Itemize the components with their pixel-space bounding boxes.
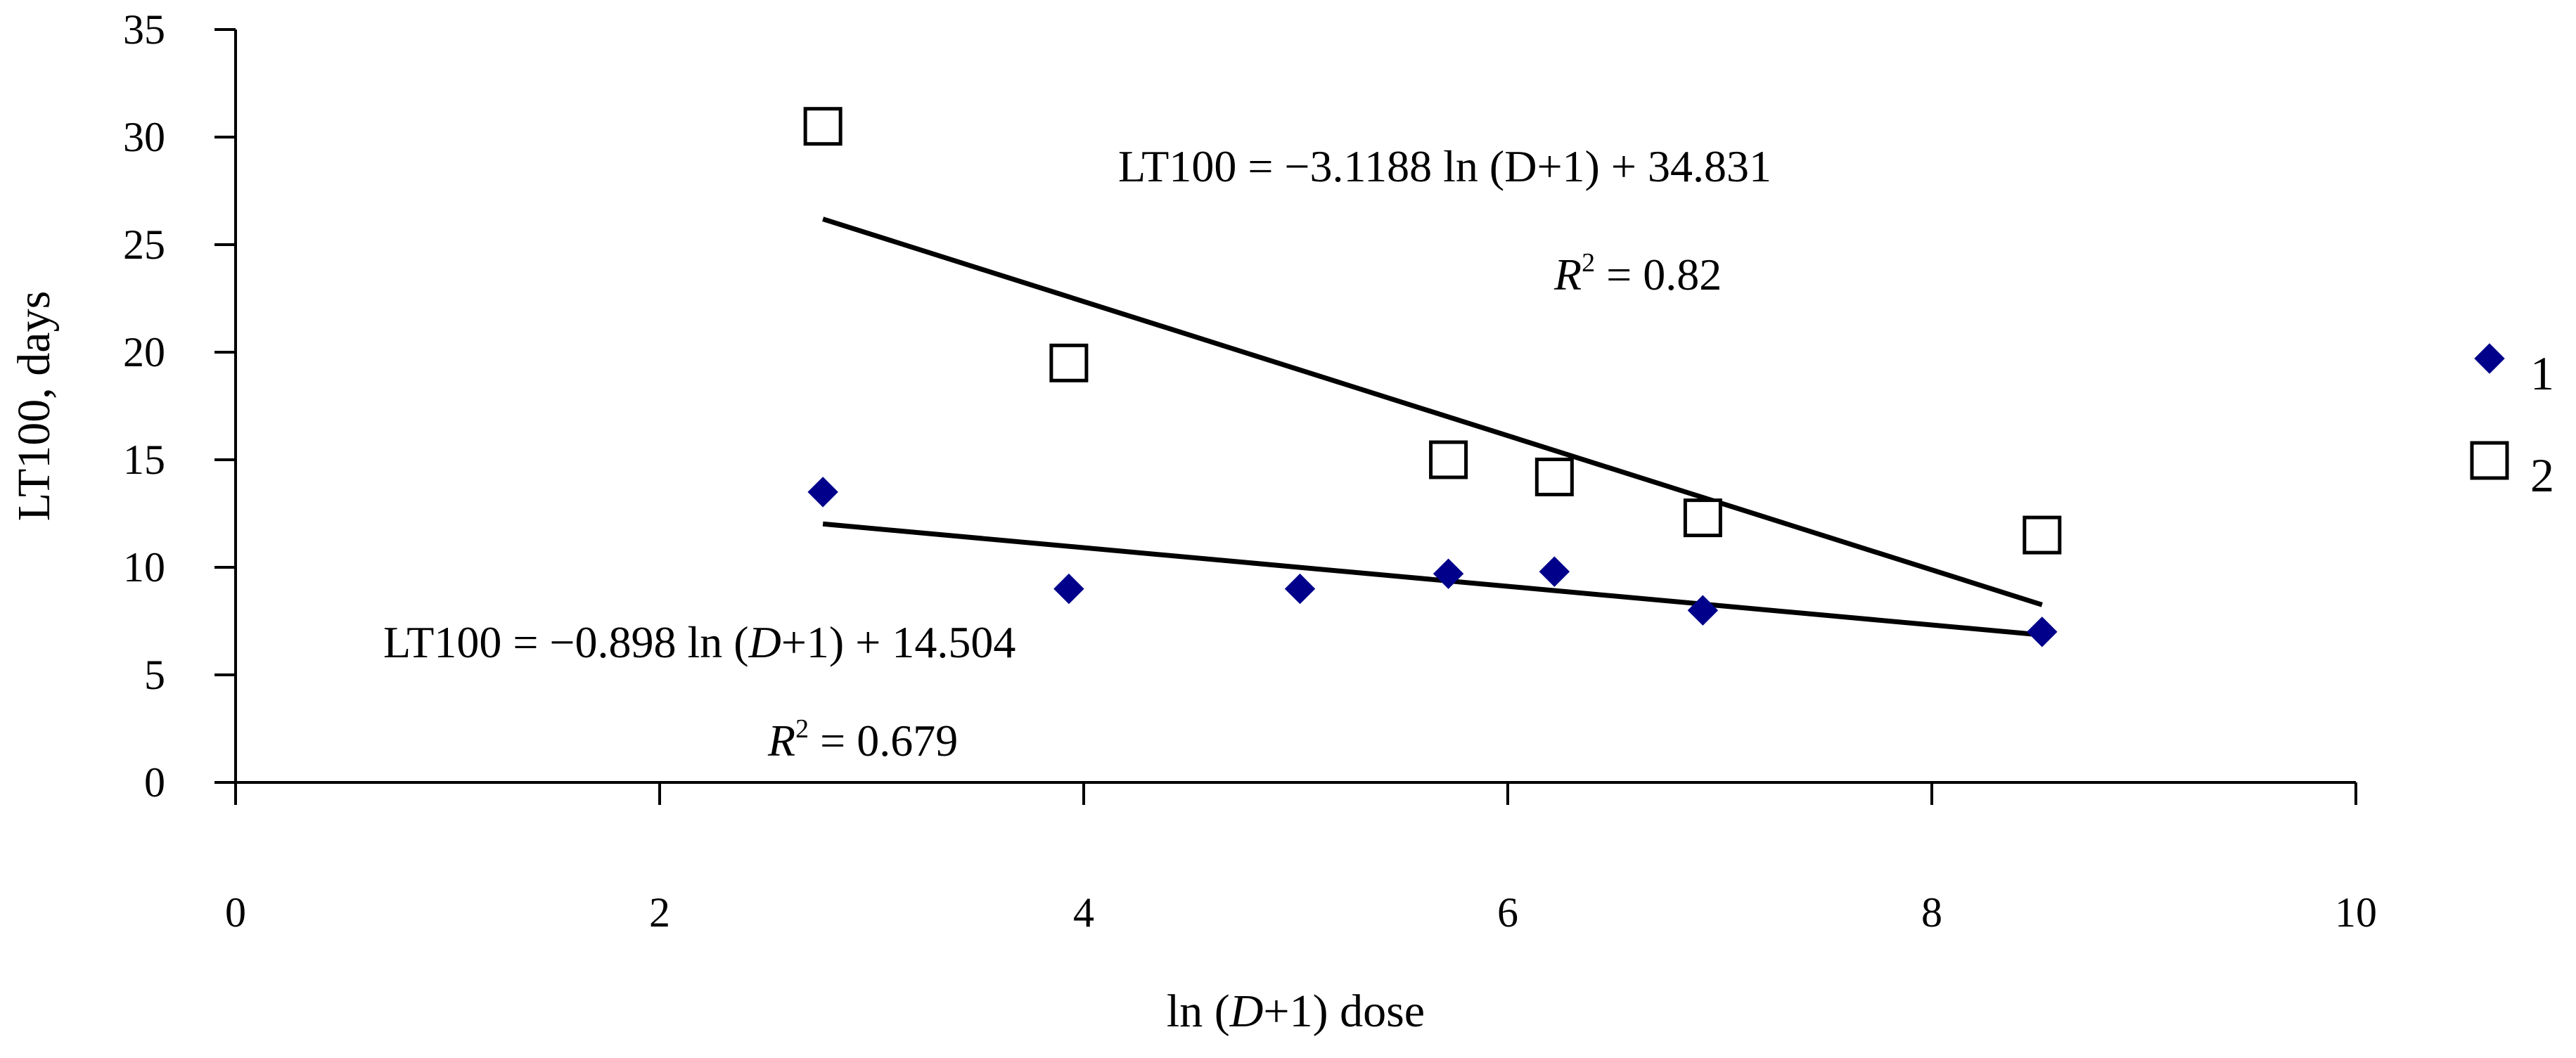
legend-label-2: 2 bbox=[2530, 449, 2554, 502]
trendline-series-2 bbox=[822, 217, 2043, 607]
data-point-series-2 bbox=[1429, 440, 1468, 479]
data-point-series-2 bbox=[2023, 515, 2062, 555]
x-tick-label: 2 bbox=[649, 889, 670, 936]
y-tick-label: 5 bbox=[144, 652, 165, 698]
equation-series-2: LT100 = −3.1188 ln (D+1) + 34.831 bbox=[1118, 141, 1771, 191]
data-point-series-1 bbox=[1539, 556, 1570, 587]
data-point-series-1 bbox=[1687, 595, 1719, 626]
data-point-series-1 bbox=[1053, 573, 1084, 605]
data-point-series-2 bbox=[1683, 498, 1722, 538]
data-point-series-2 bbox=[1049, 343, 1089, 382]
x-tick-label: 10 bbox=[2335, 889, 2377, 936]
r-squared-series-1: R2 = 0.679 bbox=[767, 714, 958, 766]
x-axis-title: ln (D+1) dose bbox=[1167, 986, 1425, 1037]
legend-label-1: 1 bbox=[2530, 347, 2554, 400]
data-point-series-1 bbox=[2027, 617, 2058, 647]
data-point-series-2 bbox=[1534, 457, 1574, 496]
data-point-series-1 bbox=[807, 477, 838, 508]
x-tick-label: 0 bbox=[225, 889, 246, 936]
legend-marker-2 bbox=[2470, 441, 2509, 480]
y-tick-label: 15 bbox=[123, 437, 165, 483]
data-points bbox=[803, 107, 2062, 647]
data-point-series-1 bbox=[1284, 573, 1316, 605]
legend: 12 bbox=[2470, 343, 2554, 502]
x-tick-label: 4 bbox=[1073, 889, 1094, 936]
y-tick-label: 10 bbox=[123, 544, 165, 591]
data-point-series-1 bbox=[1433, 558, 1464, 589]
y-tick-label: 0 bbox=[144, 759, 165, 806]
y-tick-label: 30 bbox=[123, 114, 165, 160]
legend-marker-1 bbox=[2474, 343, 2505, 374]
trendline-series-1 bbox=[822, 521, 2043, 638]
r-squared-series-2: R2 = 0.82 bbox=[1553, 248, 1722, 299]
equation-series-1: LT100 = −0.898 ln (D+1) + 14.504 bbox=[383, 617, 1015, 667]
x-tick-label: 6 bbox=[1497, 889, 1518, 936]
data-point-series-2 bbox=[803, 107, 842, 146]
axes: 0 5 10 15 20 25 30 35 0 2 4 6 8 10 ln (D+1) dose LT100,… bbox=[8, 6, 2377, 1037]
y-tick-label: 35 bbox=[123, 6, 165, 53]
y-tick-label: 25 bbox=[123, 221, 165, 268]
x-tick-label: 8 bbox=[1921, 889, 1942, 936]
annotations: LT100 = −3.1188 ln (D+1) + 34.831 R2 = 0.… bbox=[383, 141, 1771, 766]
y-axis-title: LT100, days bbox=[8, 291, 60, 522]
y-tick-label: 20 bbox=[123, 329, 165, 375]
trendlines bbox=[822, 217, 2043, 638]
